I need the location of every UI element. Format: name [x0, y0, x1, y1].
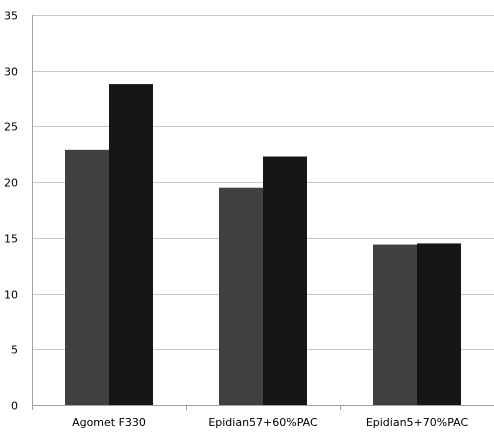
bar-series1-cat3	[373, 244, 417, 405]
y-tick-label: 0	[11, 400, 18, 413]
x-category-label: Agomet F330	[72, 416, 146, 429]
bar-series2-cat2	[263, 156, 307, 405]
y-tick-labels: 0 5 10 15 20 25 30 35	[4, 10, 18, 413]
y-tick-label: 30	[4, 66, 18, 79]
y-tick-label: 25	[4, 121, 18, 134]
bar-series1-cat1	[65, 149, 109, 405]
bars	[65, 84, 461, 405]
y-tick-label: 35	[4, 10, 18, 23]
axes	[32, 15, 494, 410]
y-tick-label: 15	[4, 233, 18, 246]
x-category-label: Epidian57+60%PAC	[208, 416, 318, 429]
bar-series1-cat2	[219, 187, 263, 405]
bar-series2-cat3	[417, 243, 461, 405]
y-tick-label: 10	[4, 289, 18, 302]
y-tick-label: 20	[4, 177, 18, 190]
x-category-label: Epidian5+70%PAC	[366, 416, 469, 429]
y-tick-label: 5	[11, 344, 18, 357]
x-category-labels: Agomet F330 Epidian57+60%PAC Epidian5+70%P…	[72, 416, 468, 429]
bar-series2-cat1	[109, 84, 153, 405]
